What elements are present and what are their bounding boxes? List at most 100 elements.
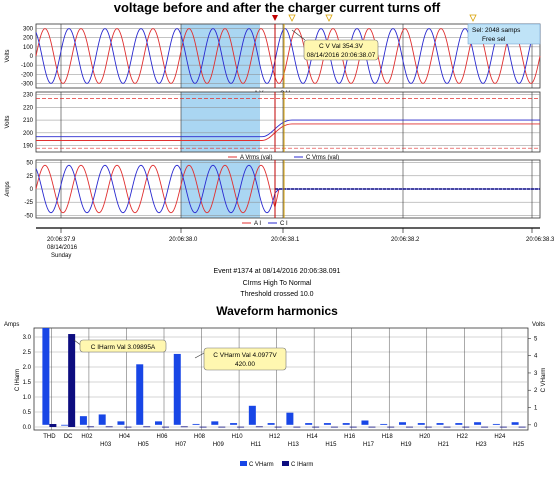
left-axis-label: C IHarm <box>15 369 21 391</box>
right-tick-label: 2 <box>534 388 538 394</box>
y-tick-label: 200 <box>23 131 34 137</box>
iharm-bar-h22 <box>462 426 470 428</box>
y-axis-label: Volts <box>5 49 11 62</box>
legend-item: A Vrms (val) <box>240 155 272 161</box>
iharm-bar-h05 <box>143 426 151 428</box>
category-label: DC <box>64 434 73 440</box>
vharm-bar-h06 <box>155 421 162 425</box>
vharm-tooltip <box>203 347 287 371</box>
iharm-bar-h17 <box>368 426 376 428</box>
right-tick-label: 1 <box>534 406 538 412</box>
vharm-tooltip-text: 420.00 <box>235 361 255 368</box>
cursor-marker <box>469 14 477 22</box>
voltage-tooltip <box>303 39 379 61</box>
category-label: H25 <box>513 442 525 448</box>
iharm-bar-h21 <box>443 426 451 428</box>
y-tick-label: 25 <box>26 174 33 180</box>
iharm-bar-h06 <box>162 426 169 428</box>
selection-badge <box>467 23 541 45</box>
y-tick-label: -100 <box>21 63 34 69</box>
category-label: H13 <box>288 442 300 448</box>
vharm-bar-h10 <box>230 423 238 425</box>
vharm-bar-h11 <box>248 405 256 425</box>
left-tick-label: 1.5 <box>23 380 32 386</box>
iharm-bar-h04 <box>124 426 132 428</box>
vharm-bar-h04 <box>117 421 125 425</box>
iharm-bar-h03 <box>105 426 113 428</box>
right-tick-label: 4 <box>534 354 538 360</box>
vharm-bar-h14 <box>305 423 313 425</box>
time-tick-label: 20:06:38.1 <box>271 237 300 243</box>
iharm-bar-h10 <box>237 426 245 428</box>
y-tick-label: -300 <box>21 81 34 87</box>
time-date-label: 08/14/2016 <box>47 245 78 251</box>
cursor-marker <box>288 14 296 22</box>
series-line-c-i <box>35 164 540 214</box>
y-axis-label: Volts <box>5 115 11 128</box>
y-tick-label: 190 <box>23 144 34 150</box>
iharm-bar-h20 <box>424 426 432 428</box>
category-label: H04 <box>119 434 131 440</box>
category-label: H19 <box>400 442 412 448</box>
tooltip-pointer <box>291 29 306 41</box>
category-label: H05 <box>138 442 150 448</box>
right-tick-label: 0 <box>534 423 538 429</box>
left-tick-label: 3.0 <box>23 335 32 341</box>
legend-swatch <box>240 461 247 466</box>
time-day-label: Sunday <box>51 253 71 259</box>
iharm-bar-h23 <box>481 426 489 428</box>
selection-region <box>181 92 260 152</box>
y-tick-label: 0 <box>30 54 34 60</box>
iharm-bar-h15 <box>330 426 338 428</box>
category-label: H07 <box>175 442 187 448</box>
iharm-bar-h18 <box>387 426 395 428</box>
iharm-bar-h07 <box>180 426 188 428</box>
category-label: H06 <box>156 434 168 440</box>
y-tick-label: 0 <box>30 187 34 193</box>
iharm-bar-h14 <box>312 426 320 428</box>
vharm-tooltip-text: C VHarm Val 4.0977V <box>213 352 277 359</box>
y-tick-label: -200 <box>21 72 34 78</box>
time-tick-label: 20:06:38.3 <box>526 237 554 243</box>
left-tick-label: 2.0 <box>23 365 32 371</box>
iharm-bar-h11 <box>255 426 263 428</box>
vharm-bar-thd <box>42 328 50 425</box>
plot-area-2 <box>35 91 541 153</box>
legend-swatch <box>282 461 289 466</box>
event-line-3: Threshold crossed 10.0 <box>240 291 314 298</box>
vharm-bar-h25 <box>511 422 519 425</box>
left-tick-label: 2.5 <box>23 350 32 356</box>
time-tick-label: 20:06:38.2 <box>391 237 420 243</box>
iharm-bar-dc <box>68 334 76 427</box>
chart-title: voltage before and after the charger cur… <box>113 0 441 15</box>
legend-item: C Vrms (val) <box>306 155 339 161</box>
left-tick-label: 0.5 <box>23 410 32 416</box>
iharm-bar-h12 <box>274 426 282 428</box>
category-label: H17 <box>363 442 375 448</box>
harmonics-title: Waveform harmonics <box>216 304 338 318</box>
legend-item: C IHarm <box>291 462 313 468</box>
iharm-tooltip-text: C IHarm Val 3.09895A <box>91 344 156 351</box>
vharm-bar-h19 <box>399 422 406 425</box>
vharm-bar-h12 <box>267 423 275 425</box>
cursor-marker <box>272 15 278 21</box>
vharm-bar-h02 <box>79 416 87 425</box>
vharm-bar-h07 <box>173 353 181 425</box>
right-axis-label: C VHarm <box>541 368 547 393</box>
iharm-bar-h24 <box>499 426 507 428</box>
vharm-bar-h13 <box>286 412 294 425</box>
iharm-bar-h09 <box>218 426 226 428</box>
vharm-bar-h16 <box>342 423 350 425</box>
iharm-bar-h16 <box>349 426 357 428</box>
y-tick-label: 230 <box>23 93 34 99</box>
iharm-tooltip <box>79 339 167 353</box>
y-tick-label: 100 <box>23 45 34 51</box>
vharm-bar-h22 <box>455 423 463 425</box>
category-label: H14 <box>307 434 319 440</box>
category-label: THD <box>43 434 56 440</box>
vharm-bar-h20 <box>417 423 425 425</box>
vharm-bar-h18 <box>380 423 388 425</box>
vharm-bar-h21 <box>436 423 444 425</box>
category-label: H22 <box>457 434 469 440</box>
